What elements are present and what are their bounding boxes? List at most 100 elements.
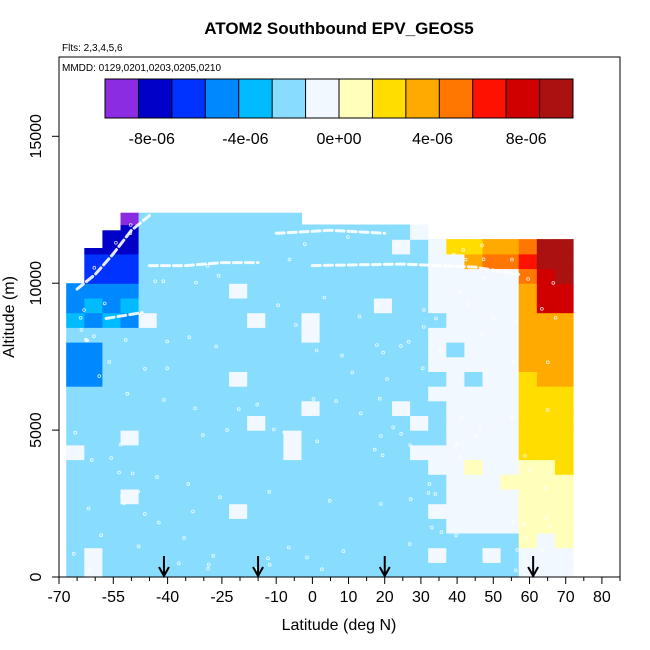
heatmap-cell bbox=[247, 474, 266, 490]
heatmap-cell bbox=[138, 430, 158, 446]
track-point bbox=[92, 334, 96, 339]
heatmap-cell bbox=[66, 532, 85, 549]
x-axis-label: Latitude (deg N) bbox=[282, 617, 397, 634]
heatmap-cell bbox=[102, 342, 122, 358]
track-point bbox=[427, 482, 432, 486]
heatmap-cell bbox=[174, 518, 194, 534]
heatmap-cell bbox=[211, 283, 230, 299]
heatmap-cell bbox=[156, 386, 176, 402]
heatmap-cell bbox=[174, 342, 194, 358]
heatmap-cell bbox=[319, 518, 339, 534]
heatmap-cell bbox=[301, 327, 321, 343]
track-point bbox=[399, 344, 403, 348]
track-point bbox=[391, 425, 395, 430]
heatmap-cell bbox=[554, 547, 574, 563]
heatmap-cell bbox=[482, 371, 502, 387]
heatmap-cell bbox=[265, 297, 284, 314]
heatmap-cell bbox=[554, 371, 574, 387]
track-point bbox=[305, 555, 309, 560]
heatmap-cell bbox=[355, 488, 375, 505]
track-point bbox=[211, 553, 216, 558]
heatmap-cell bbox=[355, 518, 375, 534]
heatmap-cell bbox=[301, 430, 321, 446]
heatmap-cell bbox=[536, 327, 556, 343]
heatmap-cell bbox=[500, 474, 520, 490]
heatmap-cell bbox=[301, 371, 321, 387]
heatmap-cell bbox=[283, 356, 303, 372]
track-point bbox=[395, 243, 400, 247]
track-point bbox=[480, 243, 484, 248]
heatmap-cell bbox=[192, 430, 212, 446]
heatmap-cell bbox=[174, 444, 194, 461]
track-point bbox=[478, 427, 483, 431]
heatmap-cell bbox=[428, 327, 447, 343]
track-point bbox=[86, 506, 91, 511]
heatmap-cell bbox=[392, 342, 411, 358]
heatmap-cell bbox=[446, 239, 465, 255]
heatmap-cell bbox=[410, 474, 429, 490]
track-point bbox=[510, 257, 514, 262]
colorbar-swatch bbox=[305, 79, 340, 118]
heatmap-cell bbox=[500, 518, 520, 534]
heatmap-cell bbox=[102, 562, 122, 578]
track-point bbox=[118, 442, 123, 447]
colorbar-swatch bbox=[506, 79, 541, 118]
track-point bbox=[375, 343, 379, 347]
heatmap-cell bbox=[138, 562, 158, 578]
heatmap-cell bbox=[120, 239, 140, 255]
heatmap-cell bbox=[500, 342, 520, 358]
heatmap-cell bbox=[156, 212, 176, 226]
heatmap-cell bbox=[120, 371, 140, 387]
heatmap-cell bbox=[84, 283, 103, 299]
heatmap-cell bbox=[283, 400, 303, 416]
y-tick-label: 5000 bbox=[28, 412, 45, 448]
heatmap-cell bbox=[464, 356, 484, 372]
heatmap-cell bbox=[283, 386, 303, 402]
heatmap-cell bbox=[265, 356, 284, 372]
heatmap-cell bbox=[373, 239, 393, 255]
track-point bbox=[237, 407, 241, 411]
heatmap-cell bbox=[500, 400, 520, 416]
colorbar-swatch bbox=[472, 79, 507, 118]
heatmap-cell bbox=[355, 297, 375, 314]
heatmap-cell bbox=[211, 518, 230, 534]
heatmap-cell bbox=[84, 547, 103, 563]
heatmap-cell bbox=[373, 444, 393, 461]
track-point bbox=[125, 391, 130, 396]
heatmap-cell bbox=[192, 474, 212, 490]
heatmap-cell bbox=[373, 253, 393, 270]
heatmap-cell bbox=[500, 430, 520, 446]
heatmap-cell bbox=[373, 342, 393, 358]
heatmap-cell bbox=[192, 459, 212, 475]
heatmap-cell bbox=[337, 488, 357, 505]
track-point bbox=[186, 482, 191, 486]
heatmap-cell bbox=[211, 253, 230, 270]
track-point bbox=[78, 315, 83, 320]
heatmap-cell bbox=[319, 386, 339, 402]
heatmap-cell bbox=[500, 444, 520, 461]
heatmap-cell bbox=[211, 474, 230, 490]
x-tick-label: -25 bbox=[210, 589, 233, 606]
track-point bbox=[358, 411, 363, 416]
heatmap-cell bbox=[192, 212, 212, 226]
heatmap-cell bbox=[554, 459, 574, 475]
track-point bbox=[293, 323, 298, 327]
heatmap-cell bbox=[84, 444, 103, 461]
heatmap-cell bbox=[554, 327, 574, 343]
track-point bbox=[510, 415, 514, 420]
track-point bbox=[375, 302, 380, 307]
heatmap-cell bbox=[319, 488, 339, 505]
heatmap-cell bbox=[355, 430, 375, 446]
track-point bbox=[187, 335, 192, 340]
heatmap-cell bbox=[120, 212, 140, 226]
heatmap-cell bbox=[319, 312, 339, 328]
track-point bbox=[377, 396, 382, 401]
colorbar-tick-label: 4e-06 bbox=[412, 131, 453, 148]
heatmap-cell bbox=[283, 562, 303, 578]
heatmap-cell bbox=[192, 268, 212, 284]
track-point bbox=[553, 315, 558, 320]
heatmap-cell bbox=[229, 239, 248, 255]
heatmap-cell bbox=[211, 312, 230, 328]
heatmap-cell bbox=[229, 212, 248, 226]
heatmap-cell bbox=[518, 268, 538, 284]
